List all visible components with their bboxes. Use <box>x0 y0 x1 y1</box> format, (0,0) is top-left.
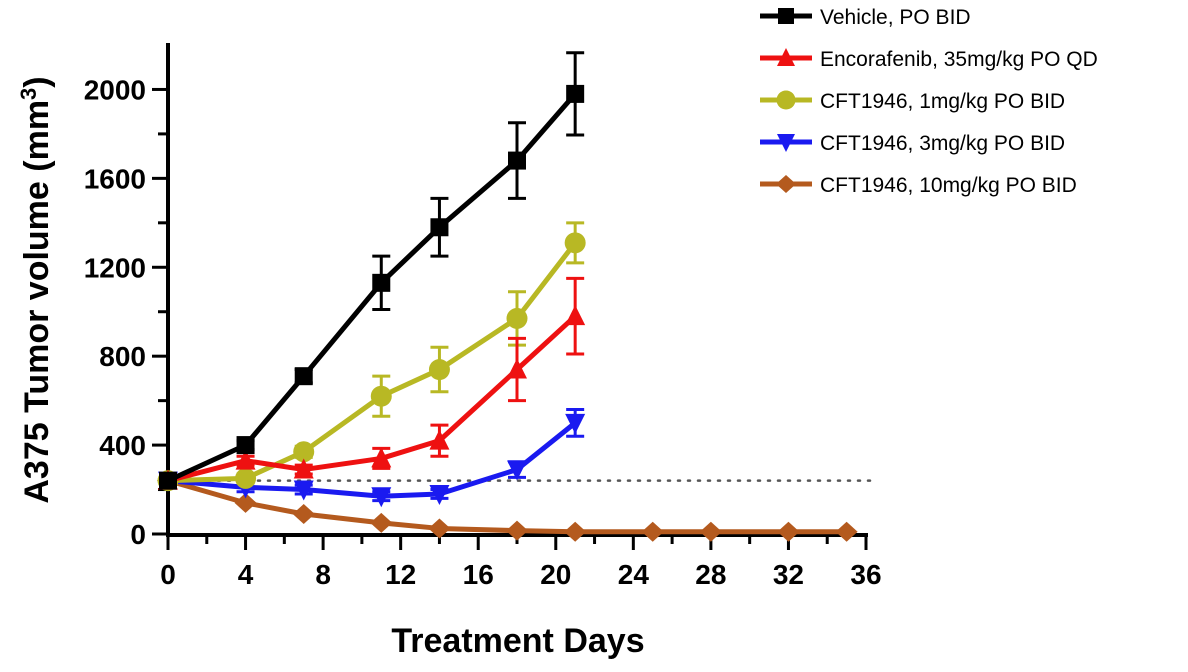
legend-label: Vehicle, PO BID <box>820 6 971 29</box>
legend-item: Vehicle, PO BID <box>760 6 971 29</box>
data-point-marker <box>429 484 450 505</box>
y-tick-label: 0 <box>130 519 146 550</box>
legend-item: CFT1946, 3mg/kg PO BID <box>760 132 1065 155</box>
y-tick-label: 2000 <box>84 74 146 105</box>
data-point-marker <box>777 48 795 66</box>
data-point-marker <box>699 521 722 542</box>
data-point-marker <box>371 487 392 508</box>
data-point-marker <box>835 521 858 542</box>
y-axis-title-close: ) <box>18 76 56 87</box>
x-tick-label: 0 <box>160 559 176 590</box>
x-axis-title: Treatment Days <box>391 622 644 660</box>
data-point-marker <box>566 84 585 103</box>
x-tick-label: 36 <box>850 559 881 590</box>
data-point-marker <box>292 503 315 524</box>
data-point-marker <box>507 460 527 481</box>
legend-item: CFT1946, 1mg/kg PO BID <box>760 90 1065 113</box>
x-tick-label: 4 <box>238 559 254 590</box>
data-point-marker <box>428 518 451 539</box>
data-point-marker <box>370 512 393 533</box>
y-tick-label: 800 <box>99 341 146 372</box>
legend-label: Encorafenib, 35mg/kg PO QD <box>820 48 1098 71</box>
data-point-marker <box>236 436 255 455</box>
data-point-marker <box>776 175 796 193</box>
x-tick-label: 12 <box>385 559 416 590</box>
y-tick-label: 1600 <box>84 163 146 194</box>
series-1 <box>159 51 585 490</box>
data-point-marker <box>565 305 586 326</box>
data-point-marker <box>372 273 391 292</box>
data-point-marker <box>428 359 450 381</box>
legend-item: Encorafenib, 35mg/kg PO QD <box>760 48 1098 71</box>
data-point-marker <box>371 447 392 468</box>
data-point-marker <box>564 232 586 254</box>
data-point-marker <box>565 413 586 434</box>
data-point-marker <box>234 492 257 513</box>
axes-group: 0 4 8 12 16 20 24 28 32 36 0 400 800 1200 1600 2000 <box>84 43 882 590</box>
legend-label: CFT1946, 1mg/kg PO BID <box>820 90 1065 113</box>
data-point-marker <box>294 367 313 386</box>
y-axis-title-superscript: 3 <box>16 88 41 100</box>
data-point-marker <box>776 90 796 110</box>
y-axis-title: A375 Tumor volume (mm3) <box>16 76 56 503</box>
y-axis-title-main: A375 Tumor volume (mm <box>18 100 56 504</box>
x-tick-label: 20 <box>540 559 571 590</box>
data-point-marker <box>564 521 587 542</box>
legend: Vehicle, PO BID Encorafenib, 35mg/kg PO Q… <box>760 6 1098 197</box>
data-point-marker <box>777 521 800 542</box>
data-point-marker <box>508 151 526 170</box>
legend-label: CFT1946, 3mg/kg PO BID <box>820 132 1065 155</box>
data-point-marker <box>778 8 794 24</box>
series-3 <box>157 221 586 492</box>
data-point-marker <box>429 429 450 450</box>
x-tick-label: 32 <box>773 559 804 590</box>
series-2 <box>158 276 586 490</box>
data-point-marker <box>506 520 528 541</box>
x-tick-label: 8 <box>315 559 331 590</box>
data-point-marker <box>235 467 257 489</box>
data-point-marker <box>507 358 527 379</box>
y-tick-label: 400 <box>99 430 146 461</box>
x-tick-label: 28 <box>695 559 726 590</box>
x-tick-label: 16 <box>463 559 494 590</box>
data-point-marker <box>641 521 664 542</box>
data-point-marker <box>370 385 392 407</box>
data-point-marker <box>235 449 256 470</box>
data-point-marker <box>506 307 528 329</box>
data-point-marker <box>430 218 449 237</box>
series-group <box>157 51 858 542</box>
data-point-marker <box>293 480 314 501</box>
data-point-marker <box>293 441 315 463</box>
y-tick-label: 1200 <box>84 252 146 283</box>
legend-item: CFT1946, 10mg/kg PO BID <box>760 174 1077 197</box>
data-point-marker <box>159 471 177 490</box>
legend-label: CFT1946, 10mg/kg PO BID <box>820 174 1077 197</box>
x-tick-label: 24 <box>618 559 650 590</box>
data-point-marker <box>293 458 314 479</box>
data-point-marker <box>777 134 795 152</box>
series-line <box>167 241 578 484</box>
